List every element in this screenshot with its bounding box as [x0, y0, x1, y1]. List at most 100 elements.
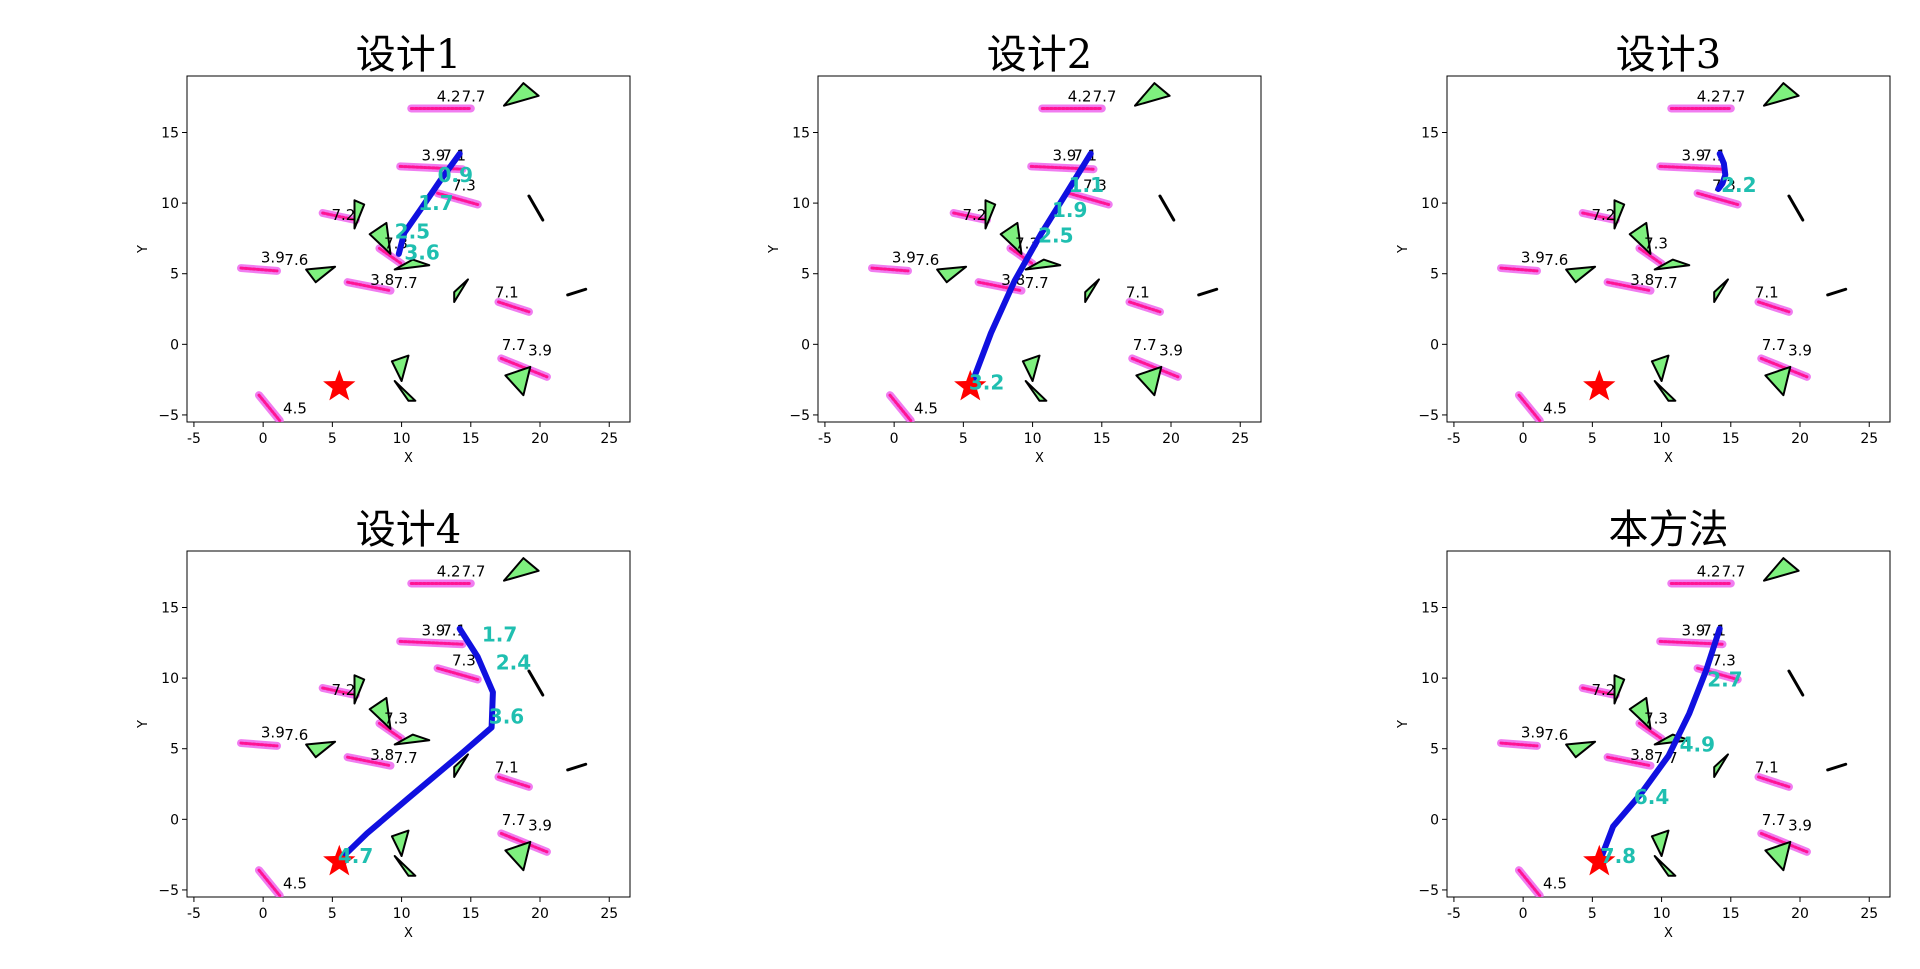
pedestrian-path	[1499, 741, 1539, 748]
pedestrian-speed-label: 4.2	[1068, 87, 1092, 105]
pedestrian-speed-label: 3.9	[1681, 622, 1705, 640]
y-tick-label: 15	[1421, 600, 1439, 616]
pedestrian-path	[1067, 191, 1111, 207]
pedestrian-path	[321, 211, 358, 222]
obstacle-polygon	[1613, 674, 1626, 705]
pedestrian-path	[1637, 721, 1664, 741]
panel-title: 设计3	[1616, 32, 1721, 78]
x-tick-label: 20	[1791, 906, 1809, 922]
pedestrian-speed-label: 3.9	[1159, 342, 1183, 360]
pedestrian-speed-label: 3.9	[421, 147, 445, 165]
stick-obstacle	[566, 287, 588, 297]
robot-trajectory	[1597, 625, 1723, 862]
obstacle-polygon	[368, 221, 392, 255]
plot-area: 4.2 7.73.97.17.37.27.33.9 7.63.8 7.77.17.7 3…	[1496, 82, 1848, 422]
pedestrian-speed-label: 3.9	[1788, 817, 1812, 835]
y-tick-label: 15	[161, 600, 179, 616]
x-tick-label: 5	[1588, 906, 1597, 922]
x-tick-label: -5	[187, 906, 201, 922]
pedestrian-speed-label: 4.2	[437, 87, 461, 105]
obstacle-polygon	[353, 199, 366, 230]
pedestrian-speed-label: 3.8	[370, 271, 394, 289]
obstacle-polygon	[1653, 855, 1677, 877]
pedestrian-path	[321, 686, 358, 697]
pedestrian-path	[1130, 356, 1180, 379]
pedestrian-speed-label: 3.9	[1681, 147, 1705, 165]
obstacle-polygon	[1650, 354, 1670, 382]
obstacle-polygon	[1084, 278, 1100, 303]
pedestrian-speed-label: 3.9	[1521, 248, 1545, 266]
pedestrian-speed-label: 7.2	[963, 206, 987, 224]
robot-speed-label: 2.5	[395, 219, 430, 243]
stick-obstacle	[527, 669, 545, 697]
robot-speed-label: 3.6	[489, 704, 524, 728]
pedestrian-speed-label: 4.5	[1543, 400, 1567, 418]
x-tick-label: 10	[393, 431, 411, 447]
obstacle-polygon	[503, 82, 540, 107]
goal-star	[954, 369, 987, 401]
pedestrian-speed-label: 7.7	[1654, 274, 1678, 292]
pedestrian-speed-label: 7.7	[502, 336, 526, 354]
y-tick-label: 5	[1430, 742, 1439, 758]
pedestrian-speed-label: 7.7	[1025, 274, 1049, 292]
obstacle-polygon	[1628, 696, 1652, 730]
pedestrian-path	[377, 246, 404, 266]
x-tick-label: 5	[328, 906, 337, 922]
pedestrian-speed-label: 3.9	[1788, 342, 1812, 360]
robot-trajectory	[968, 150, 1094, 387]
robot-trajectory	[337, 625, 496, 862]
pedestrian-speed-label: 7.7	[502, 811, 526, 829]
pedestrian-speed-label: 7.2	[332, 681, 356, 699]
x-tick-label: -5	[1447, 906, 1461, 922]
obstacle-polygon	[1653, 258, 1691, 271]
y-tick-label: 0	[1430, 337, 1439, 353]
pedestrian-path	[346, 755, 393, 768]
obstacle-polygon	[1134, 82, 1171, 107]
robot-trajectory	[395, 150, 463, 257]
pedestrian-path	[398, 639, 464, 646]
pedestrian-speed-label: 7.1	[495, 284, 519, 302]
pedestrian-speed-label: 4.2	[1697, 87, 1721, 105]
x-tick-label: 5	[959, 431, 968, 447]
pedestrian-speed-label: 7.3	[452, 651, 476, 669]
obstacle-polygon	[1653, 380, 1677, 402]
pedestrian-path	[1606, 280, 1653, 293]
pedestrian-speed-label: 7.6	[284, 251, 308, 269]
pedestrian-path	[977, 280, 1024, 293]
pedestrian-speed-label: 4.2	[437, 562, 461, 580]
pedestrian-speed-label: 3.8	[1630, 271, 1654, 289]
pedestrian-speed-label: 7.7	[1093, 87, 1117, 105]
pedestrian-speed-label: 7.7	[394, 749, 418, 767]
x-tick-label: 15	[1093, 431, 1111, 447]
stick-obstacle	[1787, 669, 1805, 697]
y-tick-label: 10	[161, 196, 179, 212]
pedestrian-speed-label: 3.9	[892, 248, 916, 266]
pedestrian-speed-label: 7.3	[1712, 651, 1736, 669]
pedestrian-speed-label: 7.3	[1644, 234, 1668, 252]
x-axis-label: X	[404, 926, 413, 941]
pedestrian-speed-label: 3.8	[370, 746, 394, 764]
pedestrian-path	[496, 300, 531, 314]
x-axis-label: X	[1035, 451, 1044, 466]
obstacle-polygon	[305, 265, 337, 284]
y-axis-label: Y	[767, 245, 782, 254]
y-tick-label: −5	[158, 883, 179, 899]
pedestrian-speed-label: 4.5	[283, 875, 307, 893]
pedestrian-speed-label: 7.7	[1133, 336, 1157, 354]
pedestrian-speed-label: 7.7	[1722, 562, 1746, 580]
pedestrian-speed-label: 7.7	[394, 274, 418, 292]
pedestrian-path	[1517, 868, 1542, 897]
plot-area: 4.2 7.73.97.17.37.27.33.9 7.63.8 7.77.17.7 3…	[1496, 557, 1848, 897]
pedestrian-path	[257, 868, 282, 897]
pedestrian-speed-label: 3.8	[1630, 746, 1654, 764]
plot-area: 4.2 7.73.97.17.37.27.33.9 7.63.8 7.77.17.7 3…	[236, 557, 588, 897]
y-tick-label: 5	[801, 267, 810, 283]
pedestrian-speed-label: 7.3	[384, 709, 408, 727]
x-tick-label: 5	[1588, 431, 1597, 447]
stick-obstacle	[527, 194, 545, 222]
x-tick-label: 20	[1791, 431, 1809, 447]
obstacle-polygon	[453, 278, 469, 303]
pedestrian-speed-label: 7.7	[1762, 336, 1786, 354]
